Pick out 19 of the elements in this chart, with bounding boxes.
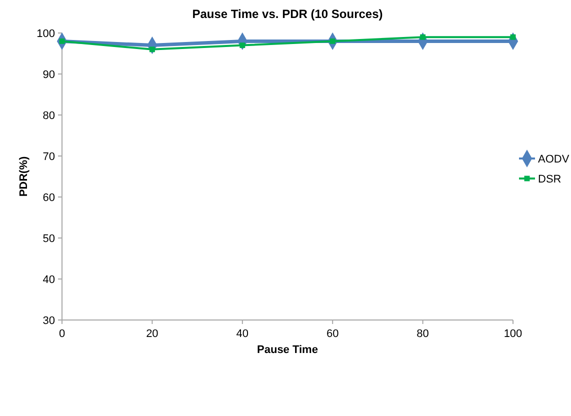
legend-label: DSR [538,173,562,186]
y-tick-label: 30 [42,314,55,327]
x-tick-label: 40 [236,328,249,340]
y-tick-label: 90 [42,68,55,81]
y-tick-label: 100 [36,28,55,40]
y-tick-label: 70 [42,150,55,163]
y-tick-label: 80 [42,110,55,122]
x-tick-label: 60 [326,328,339,340]
x-tick-label: 100 [504,328,522,340]
x-tick-label: 0 [58,328,66,340]
y-tick-label: 60 [42,192,55,204]
chart-title: Pause Time vs. PDR (10 Sources) [192,7,383,21]
y-tick-label: 50 [42,232,55,245]
x-axis-title: Pause Time [257,344,318,356]
x-tick-label: 20 [146,328,158,340]
y-axis-title: PDR(%) [18,156,30,197]
x-tick-label: 80 [416,328,429,340]
y-tick-label: 40 [42,274,55,286]
legend-label: AODV [538,153,570,166]
